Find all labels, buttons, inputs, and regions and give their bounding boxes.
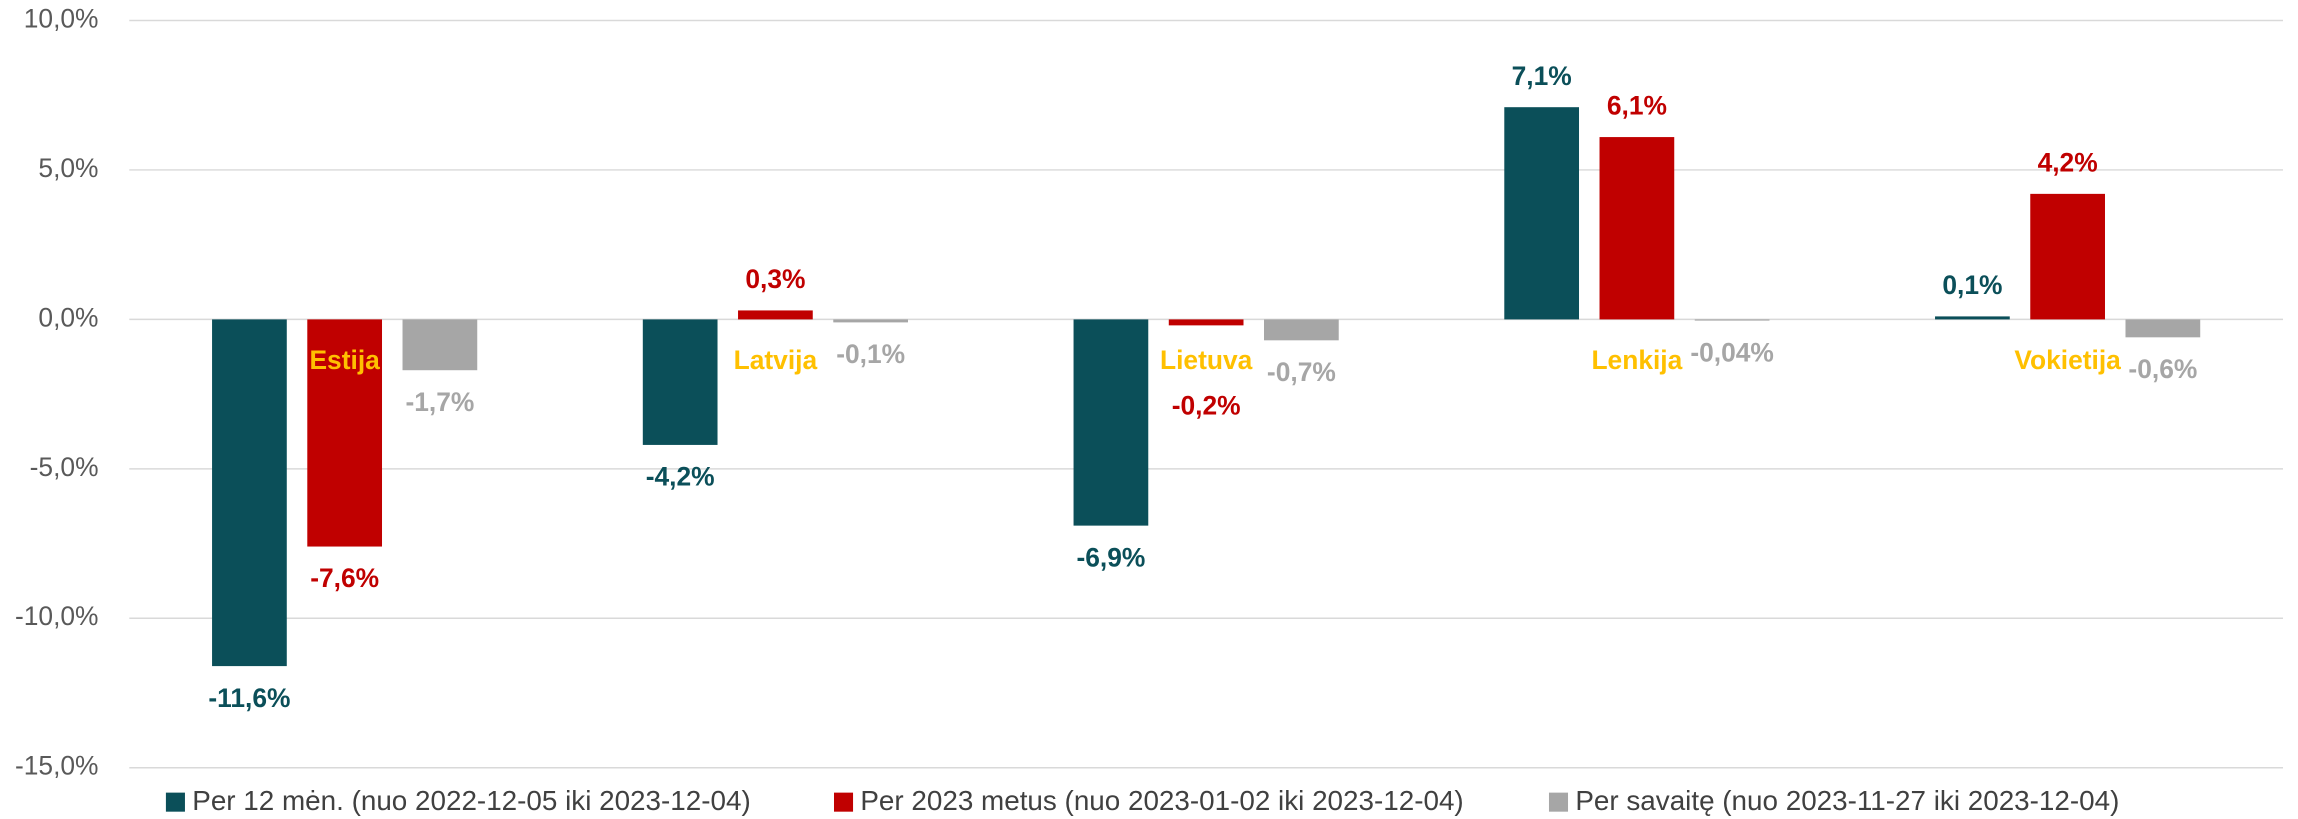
legend-swatch [1548, 792, 1569, 812]
data-label: -7,6% [310, 563, 379, 593]
bar [642, 319, 718, 445]
data-label: -0,7% [1267, 357, 1336, 387]
category-label: Lenkija [1591, 345, 1682, 375]
bar [1168, 319, 1244, 326]
legend-swatch [834, 792, 854, 812]
y-tick-label: -5,0% [30, 452, 99, 482]
category-label: Latvija [734, 345, 818, 375]
data-label: -1,7% [405, 387, 474, 417]
data-label: -0,2% [1172, 390, 1241, 420]
data-label: 7,1% [1512, 61, 1572, 91]
bar [307, 319, 383, 547]
category-label: Lietuva [1160, 345, 1253, 375]
y-tick-label: 10,0% [24, 3, 99, 33]
data-label: 4,2% [2038, 148, 2098, 178]
bar [738, 310, 813, 320]
data-label: -0,1% [836, 339, 905, 369]
bar [1504, 107, 1580, 320]
y-tick-label: -15,0% [15, 751, 99, 781]
data-label: -0,6% [2128, 354, 2197, 384]
bar [1264, 319, 1339, 341]
data-label: 0,3% [745, 264, 805, 294]
data-label: 6,1% [1607, 91, 1667, 121]
bar [1599, 137, 1675, 320]
y-tick-label: -10,0% [15, 601, 99, 631]
y-tick-label: 0,0% [38, 302, 98, 332]
legend-swatch [165, 792, 185, 812]
bar [2125, 319, 2201, 338]
bar [1694, 319, 1770, 321]
category-label: Vokietija [2014, 345, 2121, 375]
data-label: -4,2% [646, 462, 715, 492]
bar [2030, 193, 2105, 320]
bar [212, 319, 287, 667]
data-label: -11,6% [208, 683, 290, 713]
data-label: -0,04% [1690, 337, 1774, 367]
legend-label: Per savaitę (nuo 2023-11-27 iki 2023-12-… [1575, 785, 2119, 816]
category-label: Estija [309, 345, 380, 375]
legend-label: Per 12 mėn. (nuo 2022-12-05 iki 2023-12-… [192, 785, 750, 816]
y-tick-label: 5,0% [38, 153, 98, 183]
legend-label: Per 2023 metus (nuo 2023-01-02 iki 2023-… [860, 785, 1463, 816]
bar [1073, 319, 1149, 526]
data-label: 0,1% [1942, 270, 2002, 300]
bar [1935, 316, 2010, 320]
data-label: -6,9% [1076, 542, 1145, 572]
bar [402, 319, 478, 371]
bar [833, 319, 908, 323]
